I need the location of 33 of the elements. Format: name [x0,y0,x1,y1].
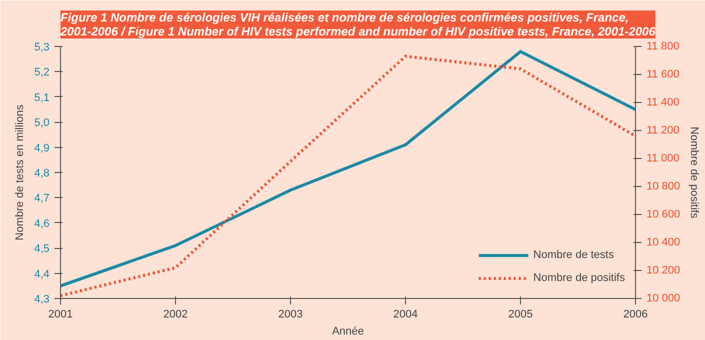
y-tick-label: 5,0 [34,117,50,130]
x-tick-label: 2001 [48,308,73,320]
y-tick-label: 5,1 [34,92,50,104]
y2-tick-label: 10 800 [646,180,680,192]
x-tick-label: 2005 [508,308,533,320]
y-tick-label: 5,3 [34,42,50,54]
x-tick-label: 2003 [278,308,303,320]
y-tick-label: 4,8 [34,168,50,180]
legend-label: Nombre de tests [533,249,614,261]
x-tick-label: 2004 [393,308,418,320]
x-axis-title: Année [332,326,364,338]
legend-label: Nombre de positifs [533,272,625,284]
y-axis-title: Nombre de tests en millions [14,104,26,240]
y-tick-label: 4,4 [34,268,50,280]
y2-tick-label: 10 600 [646,208,680,220]
y2-tick-label: 10 000 [646,292,680,304]
x-tick-label: 2006 [623,308,648,320]
chart-title: Figure 1 Nombre de sérologies VIH réalisées et nombre de sérologies confirmées positives, France, 2001-2006 / Figure 1 Number of HIV tests performed and number of HIV positive tests, France, 2001-2006 [60,10,656,38]
x-tick-label: 2002 [163,308,188,320]
y2-tick-label: 11 400 [646,96,680,108]
y2-axis-title: Nombre de positifs [688,126,700,219]
y-tick-label: 4,6 [34,218,50,230]
y-tick-label: 4,3 [34,294,50,306]
y-tick-label: 4,9 [34,142,50,154]
y2-tick-label: 10 400 [646,236,680,248]
y-tick-label: 5,2 [34,66,50,79]
y2-tick-label: 11 000 [646,152,680,164]
y2-tick-label: 10 200 [646,264,680,276]
y2-tick-label: 11 200 [646,124,680,136]
y-tick-label: 4,7 [34,192,50,205]
y2-tick-label: 11 600 [646,68,680,80]
y2-tick-label: 11 800 [646,40,680,52]
y-tick-label: 4,5 [34,243,50,256]
